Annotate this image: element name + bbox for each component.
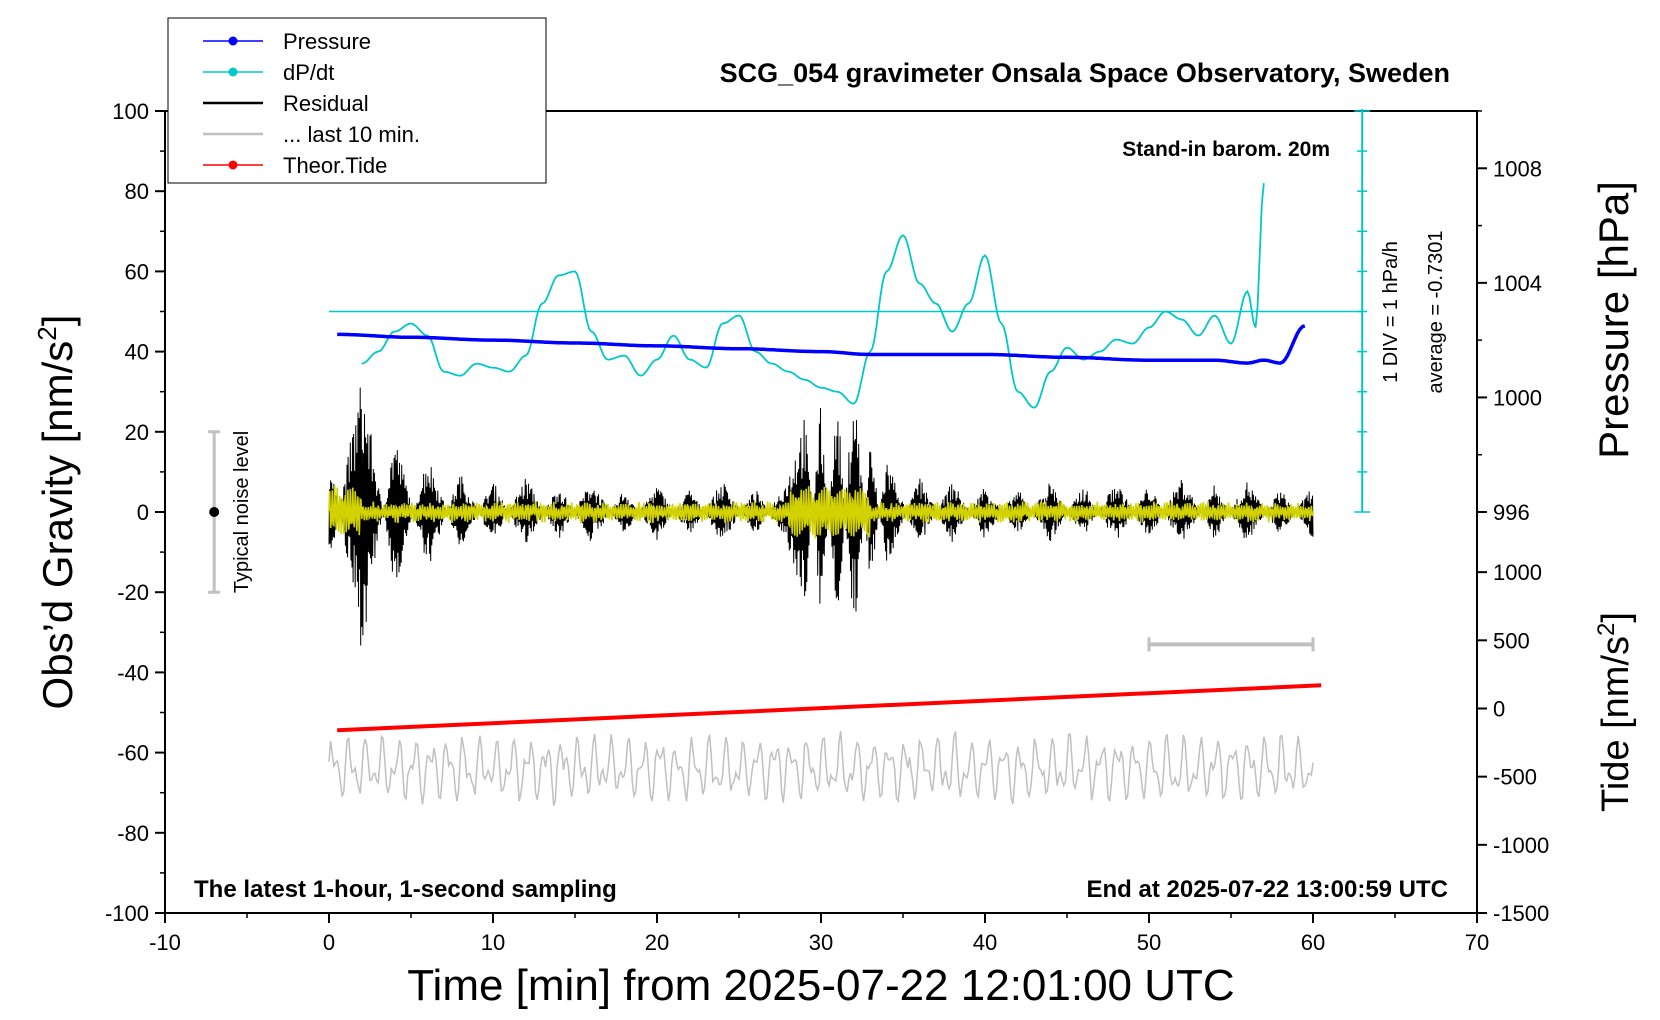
tide-tick-label: -1500 bbox=[1493, 901, 1549, 926]
tide-axis-ticks: -1500 -1000 -500 0 500 1000 bbox=[1477, 560, 1549, 926]
dpdt-scale-bar bbox=[1354, 109, 1371, 513]
legend-label: Pressure bbox=[283, 29, 371, 54]
y-tick-label: 0 bbox=[137, 500, 149, 525]
tide-axis-label-close: ] bbox=[1595, 612, 1637, 623]
legend-swatch-marker bbox=[228, 36, 238, 46]
x-tick-label: 70 bbox=[1465, 930, 1489, 955]
y-tick-label: 40 bbox=[125, 340, 149, 365]
y-axis-label-left-text: Obs’d Gravity [nm/s bbox=[34, 341, 81, 710]
pressure-line bbox=[337, 324, 1306, 365]
x-tick-label: 30 bbox=[809, 930, 833, 955]
tide-tick-label: 0 bbox=[1493, 696, 1505, 721]
x-tick-label: 0 bbox=[323, 930, 335, 955]
tide-tick-label: 500 bbox=[1493, 628, 1530, 653]
y-tick-label: -100 bbox=[105, 901, 149, 926]
tide-line bbox=[337, 683, 1322, 733]
y-axis-label-left: Obs’d Gravity [nm/s2] bbox=[32, 315, 81, 710]
residual-filtered-line bbox=[328, 485, 1314, 539]
y-tick-label: 80 bbox=[125, 179, 149, 204]
pressure-tick-label: 996 bbox=[1493, 500, 1530, 525]
legend-label: ... last 10 min. bbox=[283, 122, 420, 147]
legend-items: Pressure dP/dt Residual ... last 10 min. The… bbox=[203, 29, 420, 178]
pressure-tick-label: 1000 bbox=[1493, 385, 1542, 410]
x-tick-label: -10 bbox=[149, 930, 181, 955]
legend-label: dP/dt bbox=[283, 60, 334, 85]
annotation-bottom-right: End at 2025-07-22 13:00:59 UTC bbox=[1087, 876, 1449, 903]
tide-axis-label-text: Tide [nm/s bbox=[1595, 636, 1637, 812]
pressure-axis-ticks: 996 1000 1004 1008 bbox=[1477, 110, 1542, 525]
legend-label: Residual bbox=[283, 91, 369, 116]
y-tick-label: -60 bbox=[117, 741, 149, 766]
y-tick-label: -20 bbox=[117, 580, 149, 605]
dpdt-average-label: average = -0.7301 bbox=[1425, 231, 1447, 394]
dpdt-line bbox=[361, 183, 1265, 409]
y-axis-label-left-sup: 2 bbox=[32, 326, 62, 340]
series-layer bbox=[328, 183, 1363, 806]
tide-tick-label: -500 bbox=[1493, 765, 1537, 790]
chart-subtitle-right: Stand-in barom. 20m bbox=[1122, 138, 1330, 161]
last-10-min-line bbox=[328, 731, 1314, 806]
y-axis-label-left-close: ] bbox=[34, 315, 81, 327]
legend: Pressure dP/dt Residual ... last 10 min. The… bbox=[167, 17, 547, 184]
noise-label: Typical noise level bbox=[231, 431, 253, 593]
dpdt-scale-label: 1 DIV = 1 hPa/h bbox=[1380, 241, 1402, 383]
noise-center-dot bbox=[209, 507, 220, 517]
x-tick-label: 20 bbox=[645, 930, 669, 955]
tide-axis-label-sup: 2 bbox=[1593, 623, 1620, 636]
y-tick-label: -40 bbox=[117, 660, 149, 685]
y-tick-label: 100 bbox=[112, 99, 149, 124]
noise-indicator bbox=[208, 430, 221, 594]
x-tick-label: 50 bbox=[1137, 930, 1161, 955]
chart-title: SCG_054 gravimeter Onsala Space Observat… bbox=[720, 58, 1450, 88]
residual-line bbox=[328, 387, 1314, 646]
x-tick-label: 40 bbox=[973, 930, 997, 955]
x-tick-label: 10 bbox=[481, 930, 505, 955]
y-tick-label: -80 bbox=[117, 821, 149, 846]
tide-axis-label: Tide [nm/s2] bbox=[1593, 612, 1637, 812]
annotation-bottom-left: The latest 1-hour, 1-second sampling bbox=[194, 876, 617, 903]
legend-box bbox=[167, 17, 547, 184]
pressure-tick-label: 1008 bbox=[1493, 156, 1542, 181]
tide-tick-label: 1000 bbox=[1493, 560, 1542, 585]
x-axis-label: Time [min] from 2025-07-22 12:01:00 UTC bbox=[407, 961, 1234, 1010]
y-axis-ticks: -100 -80 -60 -40 -20 0 20 40 60 80 100 bbox=[105, 99, 165, 926]
legend-swatch-marker bbox=[228, 160, 238, 170]
pressure-tick-label: 1004 bbox=[1493, 271, 1542, 296]
x-tick-label: 60 bbox=[1301, 930, 1325, 955]
x-axis-ticks: -10 0 10 20 30 40 50 60 70 bbox=[149, 913, 1489, 955]
legend-label: Theor.Tide bbox=[283, 153, 387, 178]
y-tick-label: 60 bbox=[125, 259, 149, 284]
tide-tick-label: -1000 bbox=[1493, 833, 1549, 858]
pressure-axis-label: Pressure [hPa] bbox=[1590, 181, 1637, 459]
legend-swatch-marker bbox=[228, 67, 238, 77]
y-tick-label: 20 bbox=[125, 420, 149, 445]
